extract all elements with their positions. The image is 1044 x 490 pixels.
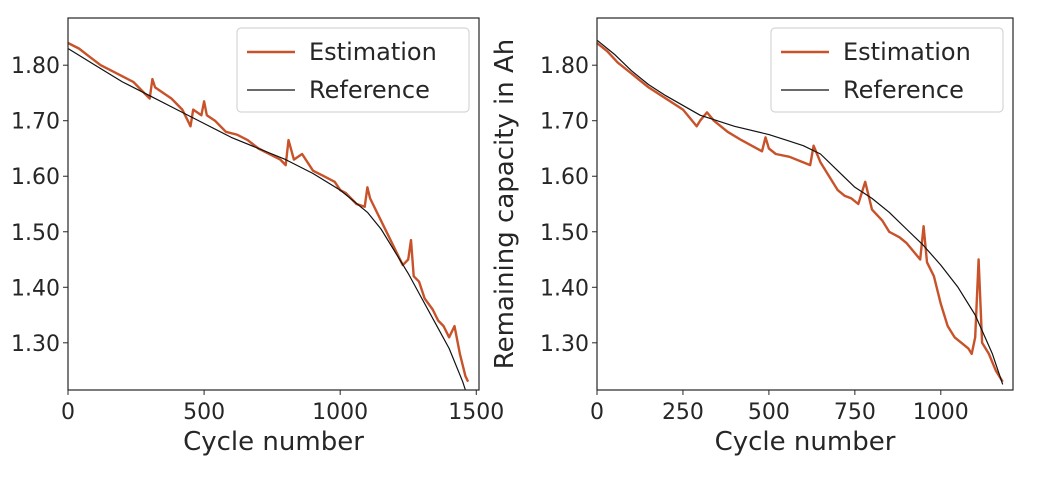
y-tick-label: 1.40 <box>11 276 60 301</box>
series-line-estimation <box>67 41 470 383</box>
x-tick-label: 750 <box>834 400 876 425</box>
x-tick-label: 500 <box>748 400 790 425</box>
series-line-reference <box>596 39 1004 385</box>
x-tick-label: 1000 <box>913 400 969 425</box>
y-tick-label: 1.80 <box>11 54 60 79</box>
x-axis-title: Cycle number <box>183 427 364 457</box>
x-tick-label: 1500 <box>448 400 504 425</box>
y-tick-label: 1.60 <box>540 165 589 190</box>
plot-frame <box>596 17 1014 391</box>
plot-frame <box>67 17 480 391</box>
x-tick-label: 1000 <box>312 400 368 425</box>
series-line-estimation <box>596 42 1004 383</box>
legend-box <box>236 27 470 113</box>
x-tick-label: 250 <box>662 400 704 425</box>
left-chart-panel: 0 500 1000 1500 1.30 1.40 1.50 1.60 1.70 1.80 Cycl… <box>11 17 504 457</box>
legend: Estimation Reference <box>770 27 1004 113</box>
y-tick-label: 1.30 <box>540 332 589 357</box>
y-tick-label: 1.50 <box>540 221 589 246</box>
legend-label-estimation: Estimation <box>309 38 437 66</box>
y-tick-label: 1.50 <box>11 221 60 246</box>
legend-label-estimation: Estimation <box>843 38 971 66</box>
legend-box <box>770 27 1004 113</box>
legend-label-reference: Reference <box>843 76 964 104</box>
y-tick-label: 1.70 <box>11 110 60 135</box>
y-tick-label: 1.80 <box>540 54 589 79</box>
x-tick-label: 500 <box>183 400 225 425</box>
x-tick-label: 0 <box>61 400 75 425</box>
y-axis-title: Remaining capacity in Ah <box>490 39 520 370</box>
y-tick-label: 1.30 <box>11 332 60 357</box>
legend: Estimation Reference <box>236 27 470 113</box>
y-tick-label: 1.40 <box>540 276 589 301</box>
x-tick-label: 0 <box>590 400 604 425</box>
x-axis-title: Cycle number <box>715 427 896 457</box>
y-tick-label: 1.70 <box>540 110 589 135</box>
right-chart-panel: 0 250 500 750 1000 1.30 1.40 1.50 1.60 1.70 1.80 Cy… <box>490 17 1014 457</box>
series-line-reference <box>67 47 466 391</box>
y-tick-label: 1.60 <box>11 165 60 190</box>
legend-label-reference: Reference <box>309 76 430 104</box>
